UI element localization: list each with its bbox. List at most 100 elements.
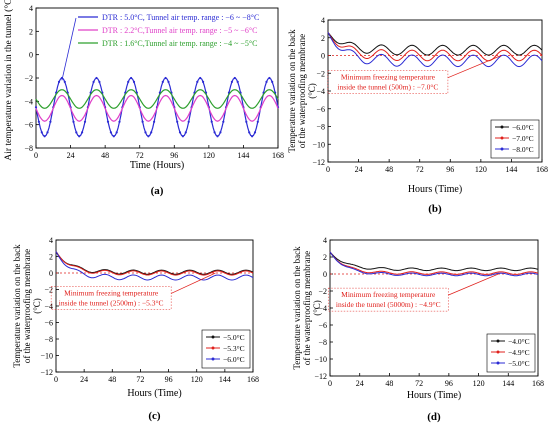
- series-point: [153, 120, 156, 123]
- series-point: [37, 120, 41, 123]
- series-point: [75, 131, 78, 134]
- y-tick-label: −4: [24, 97, 33, 106]
- legend-label: −5.3°C: [223, 344, 245, 353]
- panel-label: (a): [151, 185, 164, 197]
- series-point: [202, 80, 205, 83]
- x-tick-label: 72: [136, 375, 144, 384]
- x-tick-label: 168: [272, 151, 284, 160]
- panel-label: (c): [148, 410, 161, 422]
- freezing-annotation-box: [327, 287, 449, 312]
- series-point: [63, 80, 66, 83]
- series-point: [256, 120, 259, 123]
- x-tick-label: 144: [237, 151, 249, 160]
- y-axis-title: Temperature variation on the backof the …: [12, 244, 42, 368]
- series-point: [265, 80, 268, 83]
- legend-marker: [211, 346, 215, 350]
- panel-label: (d): [427, 411, 441, 423]
- y-axis-title: Temperature variation on the backof the …: [292, 246, 322, 370]
- y-tick-label: 4: [321, 16, 325, 25]
- legend-label: DTR : 1.6°C,Tunnel air temp. range : −4 …: [102, 39, 257, 48]
- series-point: [109, 131, 112, 134]
- y-tick-label: 0: [323, 270, 327, 279]
- series-point: [161, 80, 164, 83]
- series-point: [181, 135, 184, 138]
- y-tick-label: 2: [49, 253, 53, 262]
- series-point: [83, 120, 87, 123]
- y-tick-label: −12: [312, 158, 325, 167]
- y-axis-title-line: of the waterproofing membrane: [22, 249, 32, 363]
- y-axis-title-line: (°C): [312, 300, 322, 316]
- series-point: [49, 120, 52, 123]
- x-tick-label: 0: [54, 375, 58, 384]
- legend-marker: [211, 335, 215, 339]
- legend-marker: [500, 125, 504, 129]
- freezing-annotation: Minimum freezing temperature inside the t…: [337, 73, 438, 92]
- series-point: [130, 76, 133, 80]
- y-tick-label: 4: [49, 236, 53, 245]
- y-tick-label: −6: [316, 105, 325, 114]
- y-tick-label: −8: [316, 123, 325, 132]
- y-tick-label: −4: [316, 87, 325, 96]
- freezing-annotation-line: Minimum freezing temperature: [341, 290, 436, 299]
- series-point: [184, 131, 187, 134]
- y-tick-label: −6: [44, 319, 53, 328]
- series-line-2: [35, 94, 279, 122]
- legend-label: −8.0°C: [512, 145, 534, 154]
- y-tick-label: −2: [316, 69, 325, 78]
- chart-panel-2: 0 24 48 72 96 120 144 168−12−10−8−6−4−2024Hours…: [287, 16, 548, 215]
- x-tick-label: 168: [532, 379, 544, 388]
- series-point: [233, 76, 236, 80]
- series-point: [144, 131, 147, 134]
- x-tick-label: 24: [356, 379, 364, 388]
- y-tick-label: −2: [318, 287, 327, 296]
- y-tick-label: −8: [24, 144, 33, 153]
- series-line-1: [329, 251, 539, 272]
- x-tick-label: 24: [67, 151, 75, 160]
- x-tick-label: 24: [80, 375, 88, 384]
- y-axis-title: Temperature variation on the backof the …: [287, 29, 317, 153]
- y-tick-label: −10: [40, 352, 53, 361]
- freezing-annotation-line: inside the tunnel (500m) : −7.0°C: [337, 83, 438, 92]
- legend-label: −5.0°C: [508, 359, 530, 368]
- series-point: [118, 120, 121, 123]
- freezing-annotation-line: inside the tunnel (2500m) : −5.3°C: [59, 298, 164, 307]
- series-point: [43, 135, 46, 138]
- freezing-annotation-line: inside the tunnel (5000m) : −4.9°C: [336, 300, 441, 309]
- series-point: [248, 131, 251, 134]
- y-tick-label: −2: [44, 286, 53, 295]
- y-axis-title-line: (°C): [307, 83, 317, 99]
- legend-marker: [496, 339, 500, 343]
- y-tick-label: −6: [24, 121, 33, 130]
- legend-marker: [496, 350, 500, 354]
- chart-panel-3: 0 24 48 72 96 120 144 168−12−10−8−6−4−2024Hours…: [12, 236, 259, 422]
- freezing-annotation-line: Minimum freezing temperature: [64, 288, 159, 297]
- y-tick-label: −4: [44, 302, 53, 311]
- y-tick-label: 0: [321, 52, 325, 61]
- x-tick-label: 0: [34, 151, 38, 160]
- freezing-annotation-box: [50, 286, 172, 310]
- x-tick-label: 96: [445, 379, 453, 388]
- series-line-3: [35, 89, 279, 109]
- series-point: [112, 135, 115, 138]
- y-tick-label: −2: [24, 74, 33, 83]
- series-point: [253, 131, 257, 134]
- series-point: [222, 120, 225, 123]
- y-tick-label: 0: [49, 269, 53, 278]
- x-tick-label: 0: [326, 165, 330, 174]
- y-axis-title: Air temperature variation in the tunnel …: [3, 0, 14, 161]
- series-line-3: [55, 251, 254, 281]
- y-axis-title-line: of the waterproofing membrane: [297, 34, 307, 148]
- freezing-annotation: Minimum freezing temperature inside the t…: [59, 288, 164, 307]
- y-tick-label: −8: [44, 335, 53, 344]
- series-point: [271, 80, 274, 83]
- series-point: [199, 76, 202, 80]
- series-line-1: [327, 32, 543, 56]
- series-point: [132, 80, 136, 83]
- series-line-1: [55, 251, 254, 275]
- legend-box: [201, 329, 251, 369]
- legend-label: DTR : 2.2°C,Tunnel air temp. range : −5 …: [102, 26, 257, 35]
- y-tick-label: −8: [318, 338, 327, 347]
- y-tick-label: 4: [29, 4, 33, 13]
- series-point: [46, 131, 49, 134]
